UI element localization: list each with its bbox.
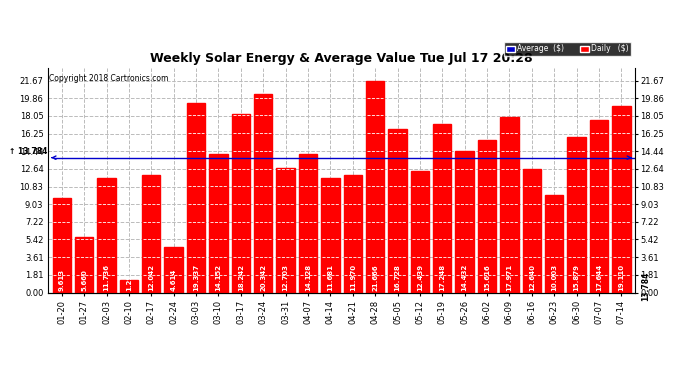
Text: 21.666: 21.666 xyxy=(372,264,378,291)
Text: 1.293: 1.293 xyxy=(126,269,132,291)
Bar xyxy=(411,171,429,292)
Bar xyxy=(254,93,273,292)
Text: 12.640: 12.640 xyxy=(529,264,535,291)
Text: 11.970: 11.970 xyxy=(350,264,356,291)
Bar xyxy=(455,152,474,292)
Text: 11.736: 11.736 xyxy=(104,264,110,291)
Text: 5.660: 5.660 xyxy=(81,269,87,291)
Bar xyxy=(52,198,71,292)
Text: 10.003: 10.003 xyxy=(551,264,558,291)
Text: 15.616: 15.616 xyxy=(484,264,490,291)
Text: 9.613: 9.613 xyxy=(59,269,65,291)
Bar xyxy=(75,237,93,292)
Bar xyxy=(433,124,451,292)
Text: 15.879: 15.879 xyxy=(573,264,580,291)
Bar xyxy=(612,105,631,292)
Legend: Average  ($), Daily   ($): Average ($), Daily ($) xyxy=(504,42,631,56)
Text: Copyright 2018 Cartronics.com: Copyright 2018 Cartronics.com xyxy=(49,74,168,83)
Bar xyxy=(187,104,205,292)
Bar xyxy=(277,168,295,292)
Bar xyxy=(344,176,362,292)
Bar xyxy=(142,175,161,292)
Bar xyxy=(522,169,541,292)
Text: 14.128: 14.128 xyxy=(305,264,311,291)
Text: 20.342: 20.342 xyxy=(260,264,266,291)
Bar xyxy=(299,154,317,292)
Text: 18.242: 18.242 xyxy=(238,264,244,291)
Text: 13.784: 13.784 xyxy=(641,272,650,302)
Bar xyxy=(119,280,138,292)
Bar xyxy=(97,178,116,292)
Text: 17.971: 17.971 xyxy=(506,264,513,291)
Text: 12.042: 12.042 xyxy=(148,264,155,291)
Bar xyxy=(545,195,564,292)
Bar xyxy=(478,140,496,292)
Title: Weekly Solar Energy & Average Value Tue Jul 17 20:28: Weekly Solar Energy & Average Value Tue … xyxy=(150,52,533,65)
Bar xyxy=(567,137,586,292)
Bar xyxy=(164,248,183,292)
Text: 14.432: 14.432 xyxy=(462,264,468,291)
Bar xyxy=(366,81,384,292)
Text: ↑ 13.784: ↑ 13.784 xyxy=(9,147,47,156)
Bar xyxy=(590,120,608,292)
Bar xyxy=(321,178,339,292)
Text: 4.614: 4.614 xyxy=(170,268,177,291)
Text: 11.681: 11.681 xyxy=(327,264,333,291)
Text: 12.439: 12.439 xyxy=(417,264,423,291)
Text: 12.703: 12.703 xyxy=(283,264,288,291)
Text: 17.644: 17.644 xyxy=(596,264,602,291)
Text: 19.110: 19.110 xyxy=(618,264,624,291)
Bar xyxy=(209,154,228,292)
Text: 16.728: 16.728 xyxy=(395,264,400,291)
Bar xyxy=(500,117,519,292)
Bar xyxy=(388,129,406,292)
Text: 19.337: 19.337 xyxy=(193,264,199,291)
Text: 14.152: 14.152 xyxy=(215,264,221,291)
Bar xyxy=(232,114,250,292)
Text: 17.248: 17.248 xyxy=(440,264,445,291)
